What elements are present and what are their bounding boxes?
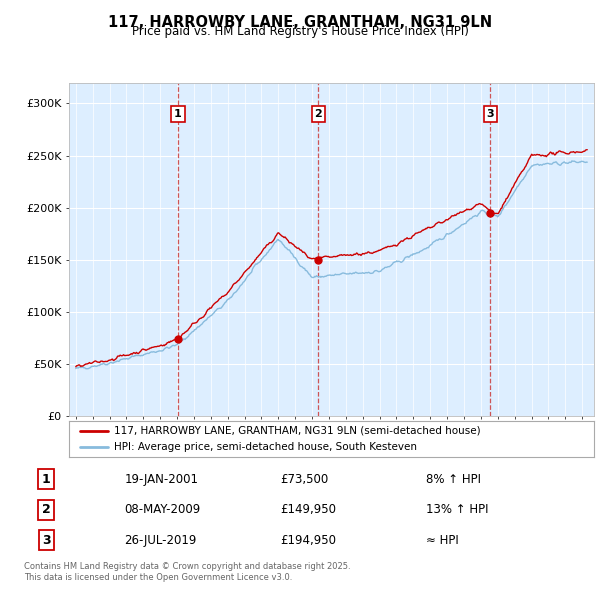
Text: £149,950: £149,950	[281, 503, 337, 516]
Text: 2: 2	[314, 109, 322, 119]
Text: 08-MAY-2009: 08-MAY-2009	[124, 503, 200, 516]
Text: £73,500: £73,500	[281, 473, 329, 486]
Text: 8% ↑ HPI: 8% ↑ HPI	[426, 473, 481, 486]
Text: ≈ HPI: ≈ HPI	[426, 534, 458, 547]
Text: 13% ↑ HPI: 13% ↑ HPI	[426, 503, 488, 516]
Text: 3: 3	[487, 109, 494, 119]
Text: £194,950: £194,950	[281, 534, 337, 547]
Text: 19-JAN-2001: 19-JAN-2001	[124, 473, 199, 486]
Text: Contains HM Land Registry data © Crown copyright and database right 2025.
This d: Contains HM Land Registry data © Crown c…	[24, 562, 350, 582]
Text: 1: 1	[174, 109, 182, 119]
Text: 117, HARROWBY LANE, GRANTHAM, NG31 9LN: 117, HARROWBY LANE, GRANTHAM, NG31 9LN	[108, 15, 492, 30]
Text: Price paid vs. HM Land Registry's House Price Index (HPI): Price paid vs. HM Land Registry's House …	[131, 25, 469, 38]
Text: 26-JUL-2019: 26-JUL-2019	[124, 534, 197, 547]
Text: 1: 1	[42, 473, 50, 486]
Text: 2: 2	[42, 503, 50, 516]
Text: 117, HARROWBY LANE, GRANTHAM, NG31 9LN (semi-detached house): 117, HARROWBY LANE, GRANTHAM, NG31 9LN (…	[113, 425, 480, 435]
Text: 3: 3	[42, 534, 50, 547]
Text: HPI: Average price, semi-detached house, South Kesteven: HPI: Average price, semi-detached house,…	[113, 442, 416, 453]
